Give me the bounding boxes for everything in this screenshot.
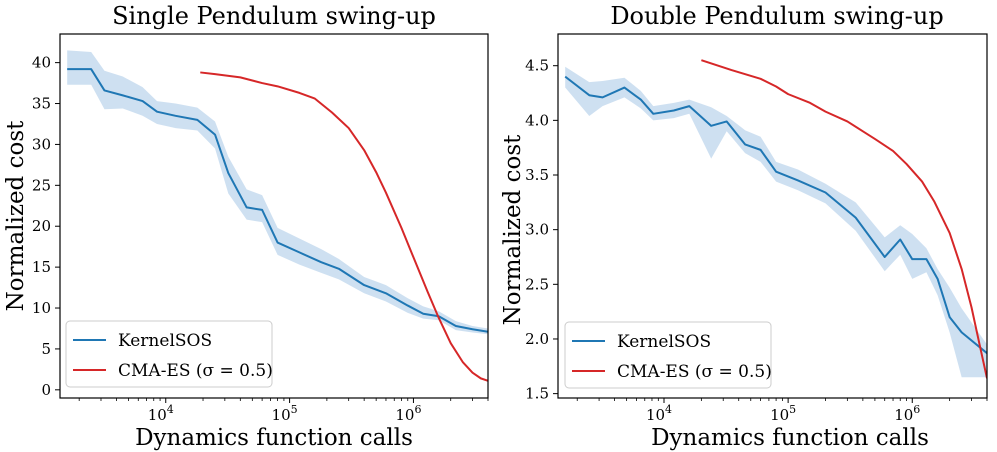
x-tick-label: 105 (272, 403, 298, 424)
x-axis-label: Dynamics function calls (135, 425, 413, 451)
confidence-band-0 (565, 66, 987, 378)
y-tick-label: 3.0 (525, 221, 549, 239)
series-line-1 (200, 71, 488, 382)
chart-panel-double-pendulum: Double Pendulum swing-up 1.5 2.0 2.5 3.0 3.5… (500, 2, 988, 451)
y-tick-label: 2.5 (525, 275, 549, 293)
y-tick-label: 15 (32, 258, 51, 276)
plot-frame (59, 33, 489, 399)
confidence-band-0 (67, 50, 488, 335)
y-tick-label: 40 (32, 54, 51, 72)
y-tick-label: 30 (32, 135, 51, 153)
y-tick-label: 4.5 (525, 57, 549, 75)
legend-label-kernelsos: KernelSOS (118, 331, 212, 351)
chart-panel-single-pendulum: Single Pendulum swing-up 0 5 10 15 20 25 30 35 4… (3, 2, 489, 451)
y-tick-label: 25 (32, 176, 51, 194)
y-tick-label: 1.5 (525, 385, 549, 403)
x-tick-label: 106 (395, 403, 421, 424)
legend: KernelSOS CMA-ES (σ = 0.5) (564, 321, 772, 389)
y-tick-label: 2.0 (525, 330, 549, 348)
series-line-0 (564, 75, 987, 354)
y-tick-label: 20 (32, 217, 51, 235)
legend-box (564, 321, 772, 389)
y-axis-label: Normalized cost (500, 134, 526, 325)
y-axis-label: Normalized cost (3, 120, 29, 311)
x-tick-label: 104 (148, 403, 174, 424)
chart-title: Single Pendulum swing-up (112, 2, 436, 30)
x-tick-label: 104 (646, 403, 672, 424)
x-axis-label: Dynamics function calls (651, 425, 929, 451)
legend-box (65, 320, 273, 388)
legend: KernelSOS CMA-ES (σ = 0.5) (65, 320, 273, 388)
chart-title: Double Pendulum swing-up (610, 2, 943, 30)
y-tick-label: 4.0 (525, 111, 549, 129)
legend-label-kernelsos: KernelSOS (617, 332, 711, 352)
y-tick-label: 5 (41, 340, 51, 358)
y-tick-label: 35 (32, 95, 51, 113)
legend-label-cmaes: CMA-ES (σ = 0.5) (617, 362, 772, 382)
y-tick-label: 0 (41, 381, 51, 399)
y-tick-label: 10 (32, 299, 51, 317)
x-tick-label: 105 (770, 403, 796, 424)
y-tick-label: 3.5 (525, 166, 549, 184)
plot-frame (557, 33, 988, 399)
x-tick-label: 106 (894, 403, 920, 424)
legend-label-cmaes: CMA-ES (σ = 0.5) (118, 361, 273, 381)
series-line-0 (67, 68, 488, 333)
series-line-1 (701, 59, 987, 379)
